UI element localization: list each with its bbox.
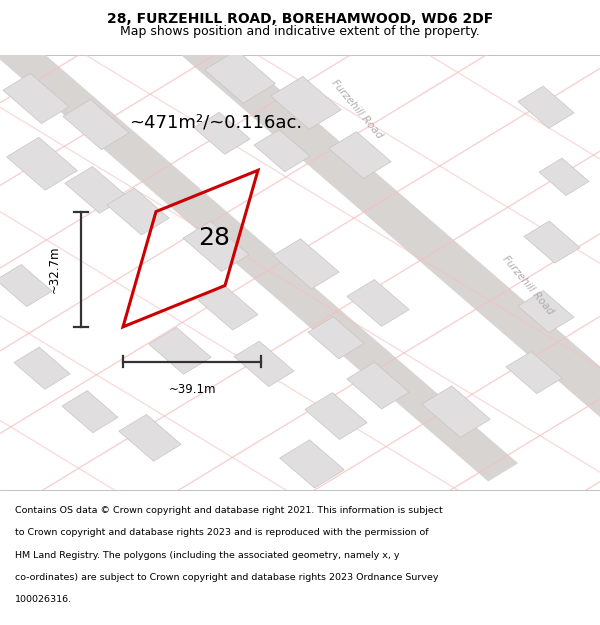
Polygon shape (63, 99, 129, 149)
Polygon shape (0, 0, 518, 481)
Polygon shape (0, 264, 52, 307)
Polygon shape (347, 362, 409, 409)
Polygon shape (183, 221, 249, 271)
Polygon shape (273, 239, 339, 289)
Text: 28, FURZEHILL ROAD, BOREHAMWOOD, WD6 2DF: 28, FURZEHILL ROAD, BOREHAMWOOD, WD6 2DF (107, 12, 493, 26)
Polygon shape (518, 291, 574, 332)
Polygon shape (119, 414, 181, 461)
Text: 100026316.: 100026316. (15, 595, 72, 604)
Text: HM Land Registry. The polygons (including the associated geometry, namely x, y: HM Land Registry. The polygons (includin… (15, 551, 400, 560)
Text: 28: 28 (199, 226, 230, 250)
Polygon shape (347, 279, 409, 326)
Polygon shape (280, 440, 344, 488)
Polygon shape (14, 347, 70, 389)
Polygon shape (234, 341, 294, 386)
Text: co-ordinates) are subject to Crown copyright and database rights 2023 Ordnance S: co-ordinates) are subject to Crown copyr… (15, 573, 439, 582)
Polygon shape (506, 351, 562, 394)
Polygon shape (194, 112, 250, 154)
Polygon shape (98, 0, 600, 583)
Polygon shape (198, 284, 258, 330)
Polygon shape (254, 129, 310, 172)
Polygon shape (3, 74, 69, 124)
Polygon shape (205, 50, 275, 103)
Text: Furzehill Road: Furzehill Road (500, 254, 556, 317)
Polygon shape (524, 221, 580, 263)
Polygon shape (422, 386, 490, 438)
Text: to Crown copyright and database rights 2023 and is reproduced with the permissio: to Crown copyright and database rights 2… (15, 529, 428, 538)
Text: Contains OS data © Crown copyright and database right 2021. This information is : Contains OS data © Crown copyright and d… (15, 506, 443, 515)
Polygon shape (149, 328, 211, 374)
Polygon shape (271, 76, 341, 129)
Text: Furzehill Road: Furzehill Road (329, 78, 385, 141)
Polygon shape (7, 138, 77, 190)
Polygon shape (65, 166, 127, 213)
Text: ~471m²/~0.116ac.: ~471m²/~0.116ac. (130, 113, 302, 131)
Polygon shape (107, 188, 169, 235)
Text: ~32.7m: ~32.7m (47, 246, 61, 293)
Text: ~39.1m: ~39.1m (168, 384, 216, 396)
Text: Map shows position and indicative extent of the property.: Map shows position and indicative extent… (120, 26, 480, 39)
Polygon shape (62, 391, 118, 432)
Polygon shape (305, 392, 367, 439)
Polygon shape (539, 158, 589, 196)
Polygon shape (308, 317, 364, 359)
Polygon shape (329, 132, 391, 178)
Polygon shape (518, 86, 574, 128)
